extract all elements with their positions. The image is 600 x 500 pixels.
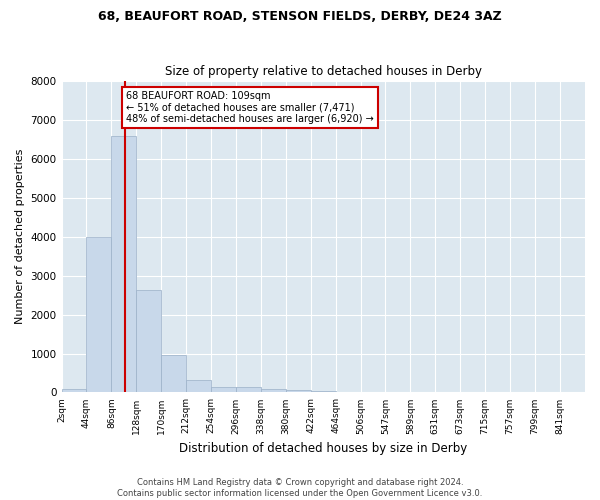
Bar: [211, 388, 236, 392]
Text: 68 BEAUFORT ROAD: 109sqm
← 51% of detached houses are smaller (7,471)
48% of sem: 68 BEAUFORT ROAD: 109sqm ← 51% of detach…: [127, 91, 374, 124]
Bar: [86, 236, 112, 392]
Bar: [62, 390, 86, 392]
Y-axis label: Number of detached properties: Number of detached properties: [15, 149, 25, 324]
Bar: [236, 388, 261, 392]
Bar: [286, 390, 311, 392]
Bar: [136, 290, 161, 392]
Bar: [112, 136, 136, 392]
Bar: [187, 380, 211, 392]
X-axis label: Distribution of detached houses by size in Derby: Distribution of detached houses by size …: [179, 442, 467, 455]
Text: 68, BEAUFORT ROAD, STENSON FIELDS, DERBY, DE24 3AZ: 68, BEAUFORT ROAD, STENSON FIELDS, DERBY…: [98, 10, 502, 23]
Text: Contains HM Land Registry data © Crown copyright and database right 2024.
Contai: Contains HM Land Registry data © Crown c…: [118, 478, 482, 498]
Bar: [161, 355, 187, 393]
Bar: [261, 390, 286, 392]
Title: Size of property relative to detached houses in Derby: Size of property relative to detached ho…: [165, 66, 482, 78]
